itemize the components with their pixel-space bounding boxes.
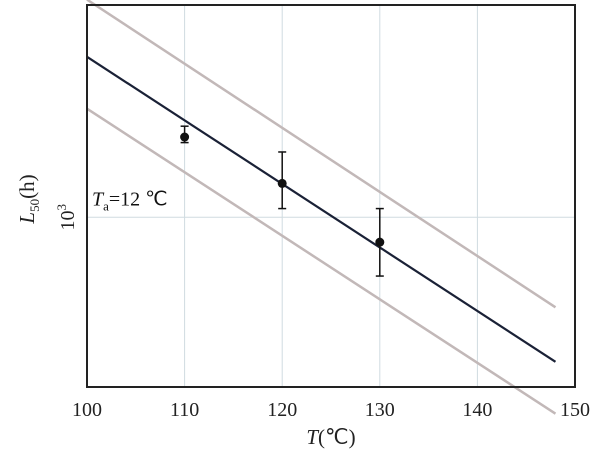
y-axis-subscript: 50 xyxy=(27,199,42,212)
confidence-bands xyxy=(86,0,557,415)
y-axis-unit: (h) xyxy=(15,174,39,199)
data-points xyxy=(180,125,385,277)
x-tick-label: 130 xyxy=(365,399,395,421)
annotation-value: =12 ℃ xyxy=(109,188,168,210)
data-point xyxy=(180,132,190,142)
y-tick-exponent: 3 xyxy=(54,204,69,211)
x-axis-label: T(℃) xyxy=(306,425,355,449)
fit-line-group xyxy=(86,55,557,363)
data-point xyxy=(277,178,287,188)
data-point xyxy=(375,237,385,247)
grid xyxy=(87,5,575,387)
x-tick-label: 120 xyxy=(267,399,297,421)
y-tick-label: 103 xyxy=(54,204,79,231)
x-ticks: 100 110 120 130 140 150 xyxy=(72,399,590,421)
y-axis-label: L50(h) xyxy=(15,174,42,224)
lower-band-line xyxy=(86,107,557,415)
x-tick-label: 150 xyxy=(560,399,590,421)
x-tick-label: 100 xyxy=(72,399,102,421)
upper-band-line xyxy=(86,0,557,309)
x-axis-symbol: T xyxy=(306,425,319,449)
x-tick-label: 140 xyxy=(462,399,492,421)
x-axis-unit: (℃) xyxy=(318,425,356,449)
y-tick-base: 10 xyxy=(57,211,79,231)
annotation-symbol: T xyxy=(92,188,105,210)
annotation-subscript: a xyxy=(103,198,109,213)
plot-frame xyxy=(86,4,576,388)
fit-line xyxy=(86,55,557,363)
annotation-ta: Ta=12 ℃ xyxy=(92,188,168,213)
x-tick-label: 110 xyxy=(170,399,199,421)
y-axis-symbol: L xyxy=(15,212,39,225)
